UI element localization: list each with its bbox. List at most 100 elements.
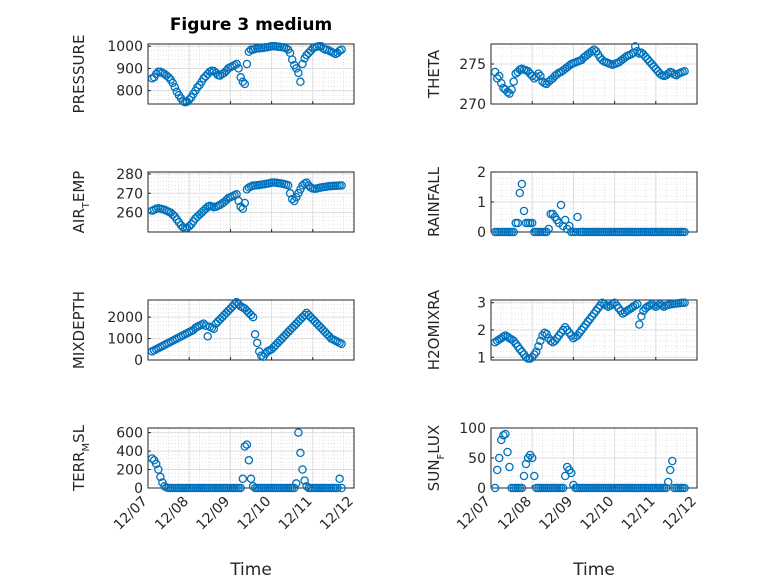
data-point — [680, 227, 689, 237]
data-point — [649, 62, 658, 71]
data-point — [663, 477, 673, 487]
data-point — [287, 55, 297, 64]
data-point — [589, 45, 599, 54]
data-point — [492, 74, 502, 83]
y-tick-label: 100 — [459, 421, 486, 437]
y-tick-label: 0 — [477, 225, 486, 241]
data-point — [509, 77, 518, 86]
x-axis-label-left: Time — [229, 560, 272, 580]
data-point — [645, 301, 654, 310]
data-point — [499, 332, 508, 342]
data-point — [519, 206, 529, 216]
subplot-h2omixra: 1 2 3 H2OMIXRA — [425, 289, 698, 370]
data-point — [497, 78, 506, 88]
data-point — [209, 324, 219, 334]
data-point — [532, 347, 541, 357]
y-axis-label-main: AIR — [70, 208, 88, 233]
y-axis-label: RAINFALL — [425, 166, 443, 237]
data-point — [298, 465, 307, 474]
data-point — [490, 483, 500, 493]
data-point — [240, 79, 250, 89]
data-point — [285, 325, 295, 335]
data-point — [668, 456, 677, 466]
data-point — [337, 483, 346, 493]
data-point — [494, 335, 504, 344]
data-point — [633, 299, 642, 309]
y-axis-label-tail: EMP — [70, 171, 88, 202]
data-point — [147, 454, 157, 463]
data-point — [509, 227, 518, 237]
data-point — [503, 87, 512, 97]
data-point — [333, 483, 342, 493]
data-point — [184, 95, 194, 104]
data-point — [530, 471, 539, 481]
data-point — [540, 328, 549, 337]
axes-frame — [147, 299, 355, 361]
y-axis-label-main: MIXDEPTH — [70, 291, 88, 369]
x-tick-label: 12/12 — [660, 494, 700, 534]
data-point — [182, 97, 192, 107]
data-point — [505, 333, 514, 343]
subplot-theta: 270 275 THETA — [425, 42, 698, 113]
data-point — [232, 59, 241, 69]
y-axis-label-main: SUN — [425, 459, 443, 491]
x-tick-label: 12/08 — [495, 494, 535, 534]
data-point — [236, 73, 245, 82]
data-point — [668, 68, 677, 78]
data-point — [597, 298, 607, 307]
y-axis-label-tail: LUX — [425, 425, 443, 454]
data-point — [556, 200, 566, 210]
data-point — [608, 299, 617, 309]
x-tick-label: 12/07 — [454, 494, 494, 534]
data-point — [517, 483, 527, 493]
data-point — [240, 198, 250, 208]
subplot-rainfall: 0 1 2 RAINFALL — [425, 165, 698, 241]
x-tick-label: 12/10 — [578, 494, 618, 534]
data-point — [292, 64, 301, 73]
data-point — [645, 57, 654, 66]
y-axis-label: TERRMSL — [70, 424, 92, 492]
subplot-airemp: 260 270 280 AIRTEMP — [70, 167, 355, 233]
data-point — [306, 312, 315, 322]
y-axis-label-subscript: T — [81, 201, 92, 209]
y-axis-label: SUNFLUX — [425, 425, 447, 491]
y-axis-label-main: H2OMIXRA — [425, 289, 443, 370]
data-point — [492, 465, 502, 475]
data-point — [244, 456, 254, 465]
x-tick-label: 12/09 — [193, 494, 233, 534]
data-point — [507, 85, 516, 94]
data-point — [536, 71, 545, 81]
y-tick-label: 260 — [116, 206, 143, 222]
y-tick-label: 200 — [116, 463, 143, 479]
y-tick-label: 2 — [477, 165, 486, 181]
data-point — [234, 64, 243, 73]
data-point — [151, 69, 161, 79]
y-tick-label: 2 — [477, 323, 486, 339]
y-axis-label-main: TERR — [70, 452, 88, 493]
data-point — [630, 301, 640, 310]
data-point — [294, 428, 303, 437]
x-tick-label: 12/07 — [111, 494, 151, 534]
data-point — [300, 476, 309, 485]
data-point — [517, 179, 527, 189]
data-point — [170, 83, 180, 92]
data-point — [628, 302, 638, 312]
data-point — [164, 73, 173, 82]
data-point — [552, 70, 562, 79]
data-point — [275, 336, 285, 345]
data-point — [637, 312, 646, 321]
x-tick-label: 12/08 — [152, 494, 192, 534]
data-point — [558, 483, 568, 493]
data-point — [296, 448, 305, 458]
data-point — [523, 66, 533, 76]
data-point — [246, 310, 256, 320]
data-point — [649, 301, 658, 310]
data-point — [515, 188, 525, 198]
y-axis-label: PRESSURE — [70, 35, 88, 114]
data-point — [337, 181, 346, 190]
data-point — [630, 42, 640, 51]
y-tick-label: 1 — [477, 350, 486, 366]
y-tick-label: 270 — [459, 97, 486, 113]
